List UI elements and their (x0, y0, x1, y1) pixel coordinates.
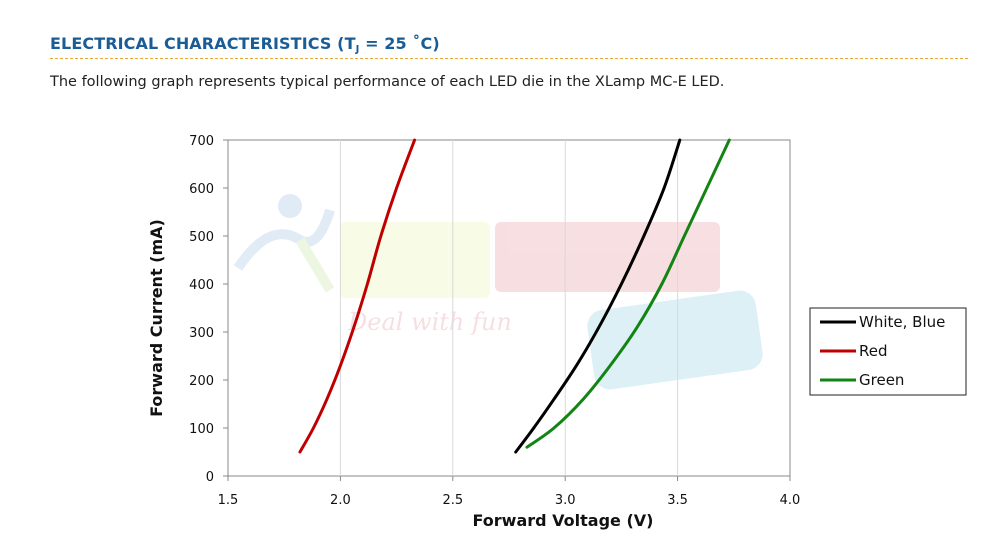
intro-text: The following graph represents typical p… (50, 74, 725, 90)
plot-frame (227, 139, 791, 477)
x-tick-labels: 1.5 2.0 2.5 3.0 3.5 4.0 (218, 476, 801, 508)
x-tick-label: 2.0 (330, 493, 351, 508)
y-tick-label: 300 (189, 326, 214, 341)
grid-lines (339, 140, 679, 476)
x-tick-label: 1.5 (218, 493, 239, 508)
svg-text:Deal with fun: Deal with fun (347, 308, 512, 336)
y-tick-label: 400 (189, 278, 214, 293)
y-tick-label: 500 (189, 230, 214, 245)
series-line-white-blue (514, 138, 682, 454)
series-lines (298, 138, 731, 454)
x-tick-label: 3.5 (667, 493, 688, 508)
y-tick-label: 100 (189, 422, 214, 437)
x-tick-label: 3.0 (555, 493, 576, 508)
watermark-logo: Deal with fun (233, 194, 763, 390)
y-tick-label: 600 (189, 182, 214, 197)
section-divider (50, 58, 968, 59)
legend: White, Blue Red Green (809, 307, 967, 396)
x-tick-label: 2.5 (442, 493, 463, 508)
x-tick-label: 4.0 (780, 493, 801, 508)
legend-label-white-blue: White, Blue (859, 313, 945, 331)
x-axis-title: Forward Voltage (V) (473, 511, 654, 530)
y-tick-label: 0 (206, 470, 214, 485)
y-tick-label: 200 (189, 374, 214, 389)
legend-label-red: Red (859, 342, 888, 360)
section-title: ELECTRICAL CHARACTERISTICS (TJ = 25 ˚C) (50, 34, 440, 55)
y-axis-title: Forward Current (mA) (147, 219, 166, 417)
series-line-red (298, 138, 417, 454)
series-line-green (525, 138, 731, 449)
y-tick-labels: 0 100 200 300 400 500 600 700 (189, 134, 228, 485)
legend-label-green: Green (859, 371, 904, 389)
y-tick-label: 700 (189, 134, 214, 149)
plot-area: 1.5 2.0 2.5 3.0 3.5 4.0 0 100 200 300 400 500 600 70… (189, 134, 800, 508)
